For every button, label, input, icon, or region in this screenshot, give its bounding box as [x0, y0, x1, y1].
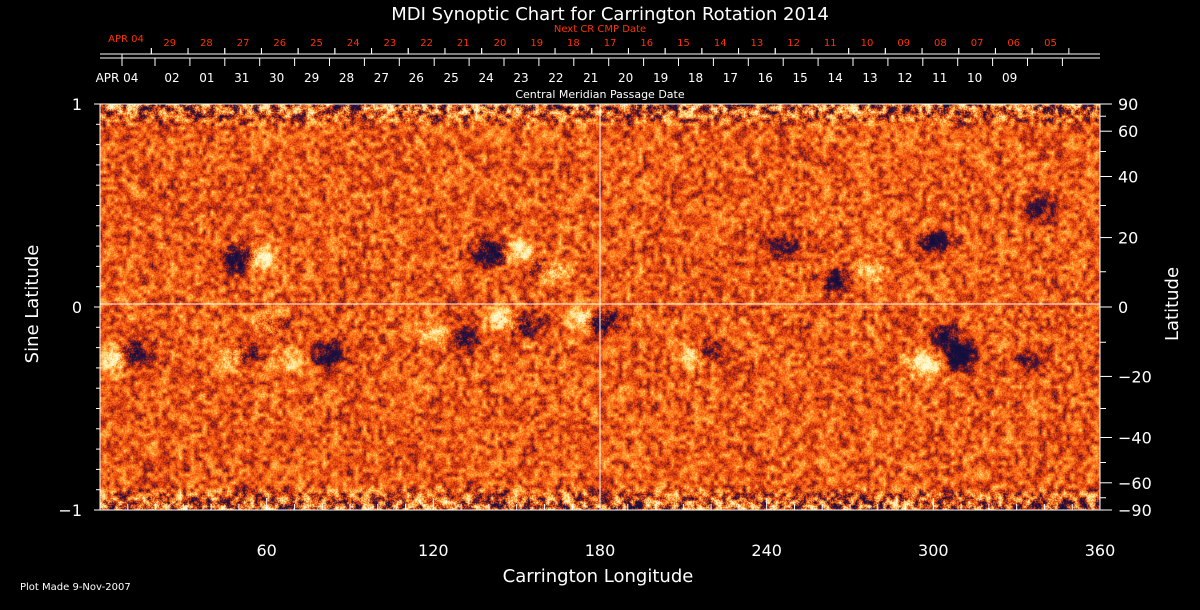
next-cr-date-label: 09 — [897, 38, 910, 49]
next-cr-date-label: 13 — [751, 38, 764, 49]
cmp-date-label: 28 — [339, 71, 354, 85]
y-axis-label-left: Sine Latitude — [22, 245, 43, 364]
next-cr-date-label: 22 — [420, 38, 433, 49]
next-cr-date-label: 11 — [824, 38, 837, 49]
y-right-tick-label: −40 — [1118, 428, 1152, 447]
next-cr-date-label: 24 — [347, 38, 360, 49]
next-cr-date-label: 27 — [237, 38, 250, 49]
y-left-tick-label: 1 — [72, 95, 82, 114]
next-cr-date-label: 20 — [494, 38, 507, 49]
cmp-date-label: 27 — [374, 71, 389, 85]
cmp-date-label: 13 — [862, 71, 877, 85]
next-cr-date-label: 19 — [530, 38, 543, 49]
next-cr-date-label: 06 — [1007, 38, 1020, 49]
y-right-tick-label: 0 — [1118, 298, 1128, 317]
cmp-date-label: 10 — [967, 71, 982, 85]
next-cr-date-label: APR 04 — [108, 34, 144, 45]
cmp-date-label: 26 — [409, 71, 424, 85]
cmp-date-label: 12 — [897, 71, 912, 85]
cmp-date-label: APR 04 — [96, 71, 139, 85]
y-right-tick-label: −90 — [1118, 501, 1152, 520]
next-cr-date-label: 12 — [787, 38, 800, 49]
cmp-label: Central Meridian Passage Date — [515, 88, 684, 101]
y-right-tick-label: 60 — [1118, 122, 1138, 141]
next-cr-date-label: 28 — [200, 38, 213, 49]
next-cr-date-label: 23 — [384, 38, 397, 49]
y-right-tick-label: 40 — [1118, 168, 1138, 187]
y-left-tick-label: 0 — [72, 298, 82, 317]
x-tick-label: 360 — [1085, 541, 1116, 560]
next-cr-date-label: 25 — [310, 38, 323, 49]
cmp-date-label: 14 — [827, 71, 842, 85]
y-right-tick-label: −60 — [1118, 474, 1152, 493]
next-cr-date-label: 08 — [934, 38, 947, 49]
cmp-date-label: 20 — [618, 71, 633, 85]
next-cr-date-label: 18 — [567, 38, 580, 49]
y-right-tick-label: 20 — [1118, 229, 1138, 248]
cmp-date-label: 29 — [304, 71, 319, 85]
cmp-date-label: 30 — [269, 71, 284, 85]
plot-made-footer: Plot Made 9-Nov-2007 — [20, 582, 131, 593]
next-cr-label: Next CR CMP Date — [554, 24, 646, 35]
cmp-date-label: 31 — [234, 71, 249, 85]
next-cr-date-label: 17 — [604, 38, 617, 49]
x-axis-label: Carrington Longitude — [503, 566, 694, 587]
date-axes: APR 04 29 28 27 26 25 24 23 22 21 20 19 18 17 16 15 14 13… — [96, 34, 1100, 85]
cmp-date-label: 17 — [723, 71, 738, 85]
next-cr-date-label: 14 — [714, 38, 727, 49]
next-cr-date-label: 21 — [457, 38, 470, 49]
synoptic-map — [99, 103, 1101, 511]
cmp-date-label: 02 — [164, 71, 179, 85]
x-tick-label: 120 — [418, 541, 449, 560]
chart-axes: 60 120 180 240 300 360 −1 0 1 90 60 40 20 0 −20 −40 −60 −… — [58, 95, 1151, 560]
x-tick-label: 180 — [585, 541, 616, 560]
next-cr-date-label: 07 — [971, 38, 984, 49]
cmp-date-label: 01 — [199, 71, 214, 85]
cmp-date-label: 18 — [688, 71, 703, 85]
cmp-date-label: 21 — [583, 71, 598, 85]
cmp-date-label: 09 — [1002, 71, 1017, 85]
y-axis-label-right: Latitude — [1162, 267, 1183, 341]
next-cr-date-label: 29 — [163, 38, 176, 49]
y-right-tick-label: 90 — [1118, 95, 1138, 114]
x-tick-label: 240 — [751, 541, 782, 560]
cmp-date-label: 25 — [444, 71, 459, 85]
x-tick-label: 300 — [918, 541, 949, 560]
y-right-tick-label: −20 — [1118, 367, 1152, 386]
cmp-date-label: 16 — [758, 71, 773, 85]
cmp-date-label: 22 — [548, 71, 563, 85]
x-tick-label: 60 — [256, 541, 276, 560]
next-cr-date-label: 16 — [640, 38, 653, 49]
cmp-date-label: 19 — [653, 71, 668, 85]
y-left-tick-label: −1 — [58, 501, 82, 520]
cmp-date-label: 23 — [513, 71, 528, 85]
chart-title: MDI Synoptic Chart for Carrington Rotati… — [391, 4, 829, 25]
next-cr-date-label: 05 — [1044, 38, 1057, 49]
next-cr-date-label: 10 — [861, 38, 874, 49]
cmp-date-label: 24 — [478, 71, 493, 85]
next-cr-date-label: 15 — [677, 38, 690, 49]
next-cr-date-label: 26 — [273, 38, 286, 49]
cmp-date-label: 11 — [932, 71, 947, 85]
cmp-date-label: 15 — [793, 71, 808, 85]
